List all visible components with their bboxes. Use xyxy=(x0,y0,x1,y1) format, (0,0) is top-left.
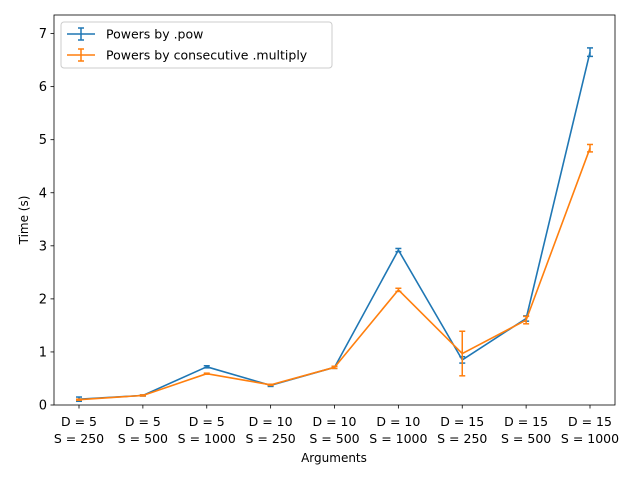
legend: Powers by .pow Powers by consecutive .mul… xyxy=(60,21,333,69)
x-tick-label: D = 10 xyxy=(376,414,420,429)
y-tick-label: 2 xyxy=(39,292,47,307)
x-tick-label: D = 15 xyxy=(568,414,612,429)
legend-frame xyxy=(60,21,333,69)
legend-label: Powers by consecutive .multiply xyxy=(106,48,308,63)
x-tick-label: D = 10 xyxy=(313,414,357,429)
y-tick-label: 7 xyxy=(39,27,47,42)
legend-item-1: Powers by .pow xyxy=(67,27,203,42)
y-tick-label: 1 xyxy=(39,345,47,360)
y-tick-label: 6 xyxy=(39,80,47,95)
x-tick-label: S = 500 xyxy=(309,431,359,446)
legend-item-2: Powers by consecutive .multiply xyxy=(67,48,308,63)
plot-area xyxy=(76,47,593,403)
x-tick-label: D = 5 xyxy=(189,414,225,429)
x-tick-label: D = 5 xyxy=(125,414,161,429)
x-tick-label: S = 250 xyxy=(246,431,296,446)
x-tick-label: S = 500 xyxy=(118,431,168,446)
x-tick-label: S = 1000 xyxy=(369,431,427,446)
x-tick-label: S = 250 xyxy=(437,431,487,446)
legend-label: Powers by .pow xyxy=(106,27,203,42)
x-tick-label: S = 1000 xyxy=(178,431,236,446)
x-tick-label: S = 250 xyxy=(54,431,104,446)
x-tick-label: D = 10 xyxy=(249,414,293,429)
y-tick-label: 5 xyxy=(39,133,47,148)
x-tick-label: D = 15 xyxy=(504,414,548,429)
y-tick-label: 0 xyxy=(39,399,47,414)
x-tick-label: D = 5 xyxy=(61,414,97,429)
x-tick-label: S = 1000 xyxy=(561,431,619,446)
series-2 xyxy=(76,143,593,401)
x-tick-label: S = 500 xyxy=(501,431,551,446)
y-tick-label: 3 xyxy=(39,239,47,254)
y-axis-label: Time (s) xyxy=(17,196,31,246)
y-tick-label: 4 xyxy=(39,186,47,201)
axes: 0 1 2 3 4 5 6 7 D = 5 S = 250 D = 5 S = 500 D = 5 S =… xyxy=(39,14,619,446)
x-tick-label: D = 15 xyxy=(440,414,484,429)
x-axis-label: Arguments xyxy=(301,451,367,465)
